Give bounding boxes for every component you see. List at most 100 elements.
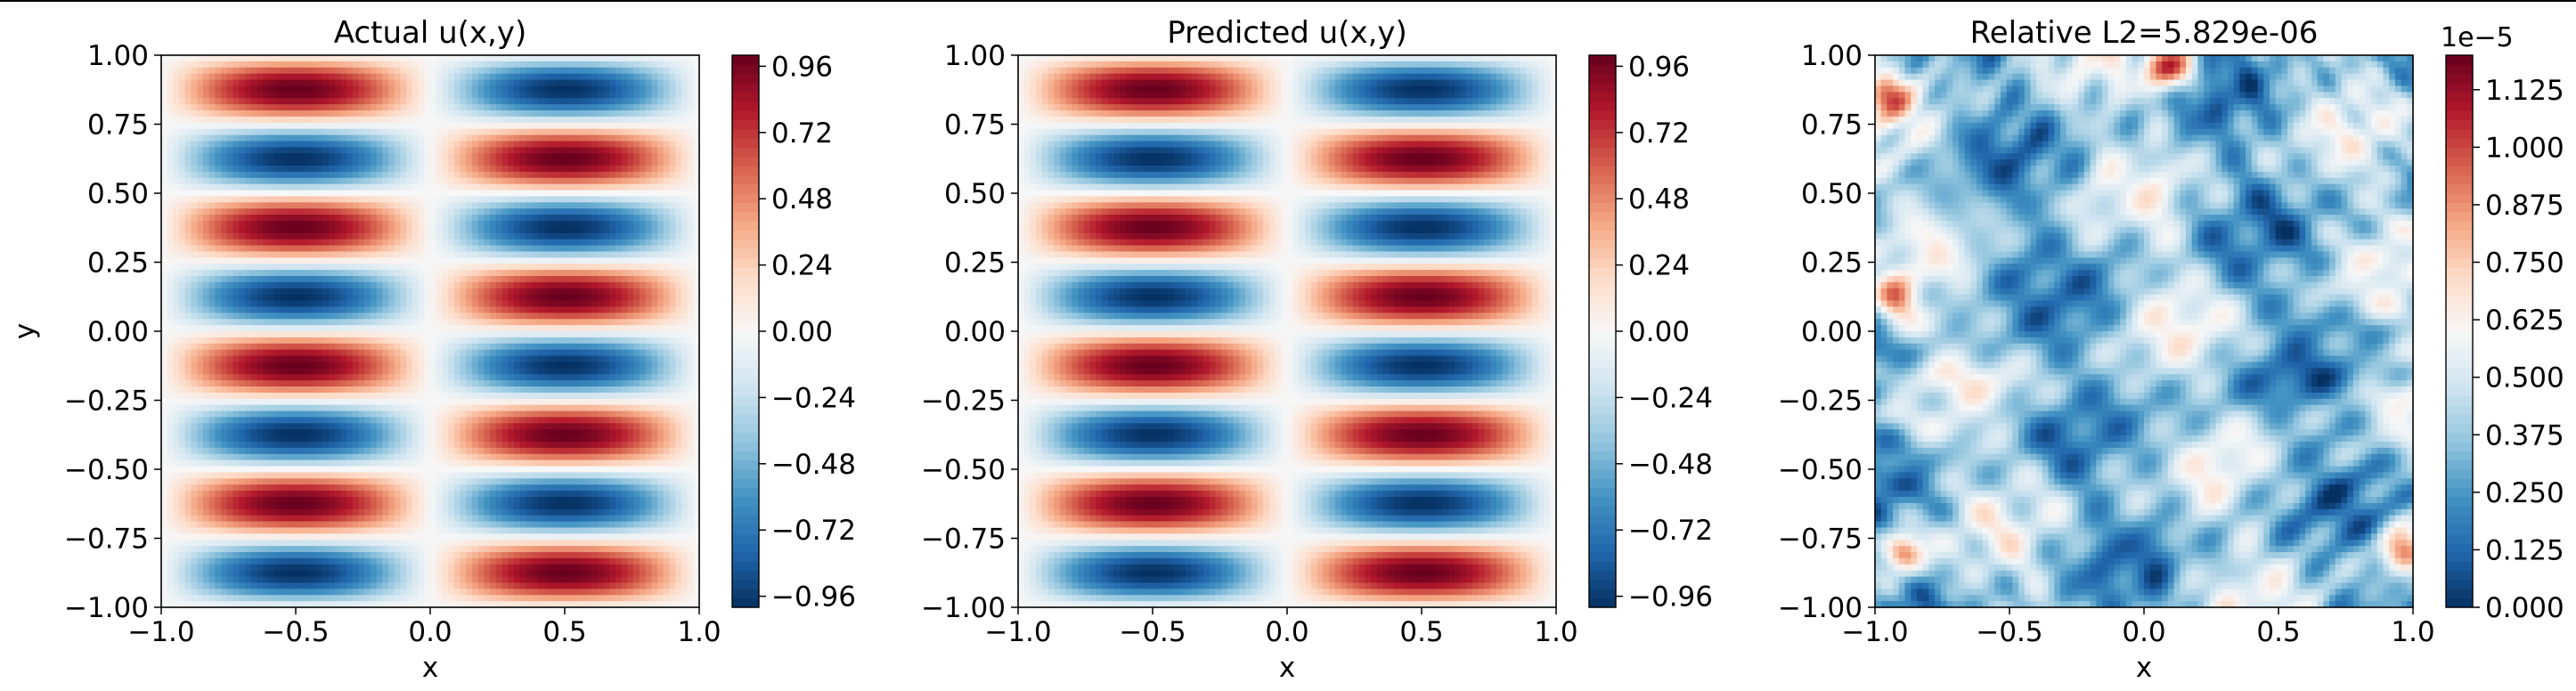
heatmap-cell <box>508 300 515 308</box>
heatmap-cell <box>352 183 360 191</box>
heatmap-cell <box>537 226 545 234</box>
heatmap-cell <box>191 221 198 228</box>
heatmap-cell <box>274 153 281 160</box>
heatmap-cell <box>232 337 240 345</box>
heatmap-cell <box>250 226 257 234</box>
heatmap-cell <box>394 313 402 320</box>
heatmap-cell <box>257 122 264 130</box>
heatmap-cell <box>215 276 222 283</box>
heatmap-cell <box>537 104 545 111</box>
heatmap-cell <box>633 232 640 240</box>
heatmap-cell <box>609 362 616 369</box>
heatmap-cell <box>532 98 539 105</box>
heatmap-cell <box>263 61 270 69</box>
heatmap-cell <box>184 128 192 136</box>
heatmap-cell <box>675 374 682 381</box>
heatmap-cell <box>268 264 276 271</box>
heatmap-cell <box>651 331 658 338</box>
heatmap-cell <box>639 202 647 209</box>
heatmap-cell <box>286 190 294 198</box>
heatmap-cell <box>532 134 539 142</box>
heatmap-cell <box>364 177 371 185</box>
heatmap-cell <box>532 159 539 167</box>
heatmap-cell <box>215 264 222 271</box>
heatmap-cell <box>322 215 330 222</box>
heatmap-cell <box>645 196 652 203</box>
heatmap-cell <box>412 325 420 332</box>
heatmap-cell <box>298 300 306 308</box>
heatmap-cell <box>651 215 658 222</box>
heatmap-cell <box>250 116 257 124</box>
heatmap-cell <box>226 374 234 381</box>
heatmap-cell <box>382 85 389 93</box>
heatmap-cell <box>574 79 581 87</box>
heatmap-cell <box>526 177 533 185</box>
heatmap-cell <box>663 166 671 173</box>
heatmap-cell <box>639 337 647 345</box>
heatmap-cell <box>232 313 240 320</box>
heatmap-cell <box>250 380 257 387</box>
heatmap-cell <box>322 226 330 234</box>
heatmap-cell <box>603 171 610 179</box>
heatmap-cell <box>471 232 479 240</box>
heatmap-cell <box>221 300 228 308</box>
heatmap-cell <box>508 349 515 357</box>
heatmap-cell <box>471 281 479 289</box>
heatmap-cell <box>239 110 246 118</box>
heatmap-cell <box>574 300 581 308</box>
heatmap-cell <box>603 300 610 308</box>
heatmap-cell <box>286 55 294 62</box>
heatmap-cell <box>208 61 216 69</box>
heatmap-cell <box>352 55 360 62</box>
heatmap-cell <box>250 362 257 369</box>
heatmap-cell <box>388 183 395 191</box>
heatmap-cell <box>579 232 587 240</box>
heatmap-cell <box>687 264 694 271</box>
heatmap-cell <box>406 239 413 247</box>
heatmap-cell <box>537 294 545 302</box>
heatmap-cell <box>208 92 216 99</box>
heatmap-cell <box>292 281 299 289</box>
heatmap-cell <box>400 116 407 124</box>
heatmap-cell <box>627 98 634 105</box>
heatmap-cell <box>226 343 234 351</box>
heatmap-cell <box>352 196 360 203</box>
heatmap-cell <box>316 368 323 375</box>
heatmap-cell <box>501 355 509 363</box>
heatmap-cell <box>639 313 647 320</box>
heatmap-cell <box>310 288 318 296</box>
heatmap-cell <box>244 368 252 375</box>
heatmap-cell <box>663 313 671 320</box>
heatmap-cell <box>579 374 587 381</box>
heatmap-cell <box>197 55 204 62</box>
heatmap-cell <box>639 349 647 357</box>
heatmap-cell <box>675 368 682 375</box>
heatmap-cell <box>406 288 413 296</box>
heatmap-cell <box>257 232 264 240</box>
heatmap-cell <box>442 141 449 148</box>
heatmap-cell <box>346 134 354 142</box>
heatmap-cell <box>430 319 437 326</box>
heatmap-cell <box>346 79 354 87</box>
heatmap-cell <box>675 128 682 136</box>
heatmap-cell <box>471 374 479 381</box>
heatmap-cell <box>184 392 192 400</box>
heatmap-cell <box>328 337 336 345</box>
heatmap-cell <box>382 92 389 99</box>
heatmap-cell <box>687 61 694 69</box>
heatmap-cell <box>406 55 413 62</box>
heatmap-cell <box>627 386 634 394</box>
heatmap-cell <box>567 386 575 394</box>
heatmap-cell <box>376 343 383 351</box>
heatmap-cell <box>597 300 605 308</box>
heatmap-cell <box>310 55 318 62</box>
heatmap-cell <box>232 177 240 185</box>
heatmap-cell <box>466 134 473 142</box>
heatmap-cell <box>501 92 509 99</box>
heatmap-cell <box>418 380 425 387</box>
heatmap-cell <box>274 116 281 124</box>
heatmap-cell <box>436 239 444 247</box>
heatmap-cell <box>633 98 640 105</box>
heatmap-cell <box>681 171 689 179</box>
heatmap-cell <box>657 386 664 394</box>
